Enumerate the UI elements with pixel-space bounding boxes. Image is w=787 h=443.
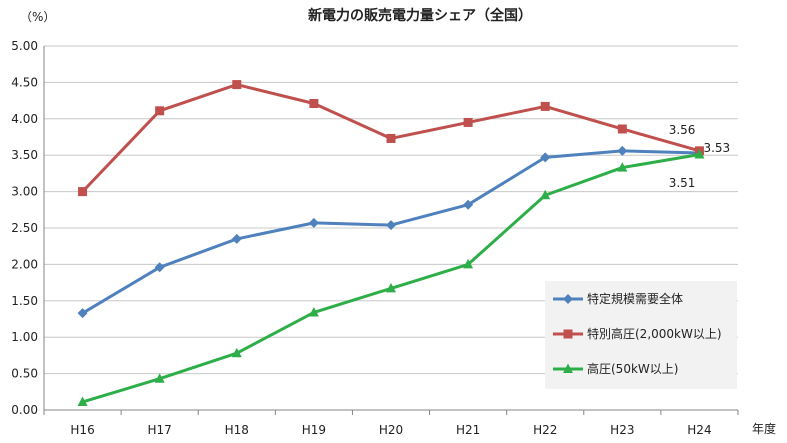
legend-item: 特別高圧(2,000kW以上) [553,326,722,341]
chart-title: 新電力の販売電力量シェア（全国） [308,7,532,24]
axes [43,46,739,415]
x-tick-label: H17 [148,423,172,437]
marker-diamond [77,308,88,319]
legend-label: 高圧(50kW以上) [587,361,678,376]
marker-diamond [540,152,551,163]
data-label: 3.56 [669,123,696,137]
series-2 [78,80,704,197]
marker-diamond [231,233,242,244]
y-tick-label: 0.00 [11,403,38,417]
y-tick-label: 3.00 [11,185,38,199]
data-labels: 3.56 3.53 3.51 [669,123,730,190]
marker-diamond [617,145,628,156]
marker-triangle [694,148,705,159]
marker-square [78,187,88,197]
x-tick-label: H21 [456,423,480,437]
marker-triangle [540,189,551,200]
y-tick-label: 1.00 [11,330,38,344]
y-tick-label: 4.50 [11,75,38,89]
x-tick-label: H22 [533,423,557,437]
marker-square [563,329,573,339]
y-axis-unit: （%） [20,10,55,24]
marker-square [540,101,550,111]
x-tick-label: H18 [225,423,249,437]
x-tick-label: H24 [687,423,711,437]
x-tick-label: H20 [379,423,403,437]
marker-triangle [231,347,242,358]
marker-square [386,133,396,143]
data-label: 3.51 [669,176,696,190]
x-tick-labels: H16 H17 H18 H19 H20 H21 H22 H23 H24 [70,423,711,437]
marker-square [463,117,473,127]
legend-label: 特定規模需要全体 [587,291,683,306]
x-axis-label: 年度 [752,421,776,436]
marker-triangle [386,282,396,293]
marker-diamond [308,217,319,228]
marker-diamond [563,294,573,304]
data-label: 3.53 [703,141,730,155]
y-tick-label: 3.50 [11,148,38,162]
marker-square [309,99,319,109]
y-tick-label: 5.00 [11,39,38,53]
marker-triangle [308,306,319,317]
y-tick-label: 1.50 [11,294,38,308]
x-tick-label: H16 [70,423,94,437]
marker-diamond [386,220,396,231]
x-tick-label: H23 [610,423,634,437]
marker-square [155,106,165,116]
marker-triangle [617,162,628,172]
series-3 [77,148,705,406]
y-tick-label: 0.50 [11,367,38,381]
marker-triangle [154,373,165,383]
marker-square [232,80,242,90]
legend-label: 特別高圧(2,000kW以上) [587,326,722,341]
marker-triangle [563,363,573,373]
y-tick-labels: 0.00 0.50 1.00 1.50 2.00 2.50 3.00 3.50 4.00 4.50… [11,39,38,417]
y-tick-label: 4.00 [11,112,38,126]
legend-item: 特定規模需要全体 [553,291,683,306]
marker-triangle [77,396,88,406]
marker-square [617,124,627,134]
series-group [77,80,705,406]
legend-item: 高圧(50kW以上) [553,361,678,376]
y-tick-label: 2.50 [11,221,38,235]
y-tick-label: 2.00 [11,257,38,271]
marker-diamond [463,199,474,210]
x-tick-label: H19 [302,423,326,437]
marker-diamond [154,262,165,273]
marker-triangle [463,258,474,269]
